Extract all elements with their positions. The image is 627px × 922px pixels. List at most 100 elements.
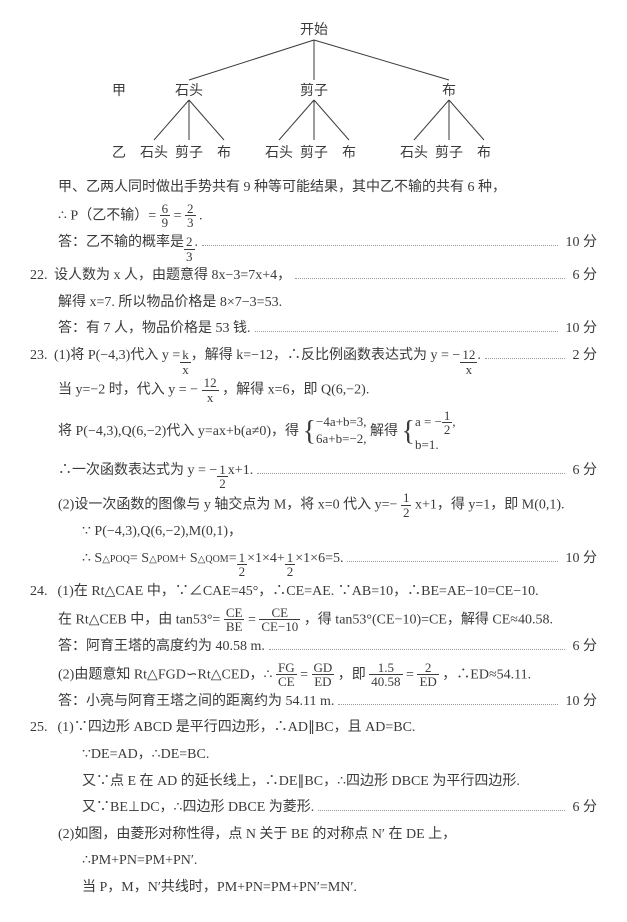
leaf-7: 剪子 [435,145,463,161]
dot-leader [318,798,564,812]
dot-leader [347,548,557,562]
text-line: 将 P(−4,3),Q(6,−2)代入 y=ax+b(a≠0)，得 {−4a+b… [30,405,597,458]
tree-l1-label: 甲 [112,84,126,99]
text-line: 当 P，M，N′共线时，PM+PN=PM+PN′=MN′. [30,875,597,902]
points: 6 分 [569,263,598,290]
scored-line: 22. 设人数为 x 人，由题意得 8x−3=7x+4， 6 分 [30,263,597,290]
leaf-8: 布 [477,145,491,161]
txt: ×1×4+ [247,546,285,573]
points: 10 分 [562,546,598,573]
question-number: 22. [30,263,54,290]
fraction: kx [180,348,191,376]
txt: x+1，得 y=1，即 M(0,1). [415,497,565,512]
text-line: 25. (1)∵四边形 ABCD 是平行四边形，∴AD∥BC，且 AD=BC. [30,715,597,742]
leaf-1: 剪子 [175,145,203,161]
fraction: 12 [401,491,412,519]
dot-leader [257,460,564,474]
text-line: 甲、乙两人同时做出手势共有 9 种等可能结果，其中乙不输的共有 6 种， [30,175,597,202]
txt: . [199,208,203,223]
fraction: 12x [202,376,219,404]
leaf-0: 石头 [140,145,168,161]
txt: = [229,546,237,573]
tree-diagram: 开始 甲 石头 剪子 布 乙 石头 剪子 布 石头 剪子 布 石头 剪子 布 [30,20,597,165]
tree-root: 开始 [300,22,328,38]
question-number: 25. [30,715,54,742]
text-line: ∵DE=AD，∴DE=BC. [30,742,597,769]
points: 10 分 [562,689,598,716]
dot-leader [295,266,564,280]
fraction: 1.540.58 [369,661,402,689]
leaf-3: 石头 [265,145,293,161]
dot-leader [338,691,557,705]
txt: (2)设一次函数的图像与 y 轴交点为 M，将 x=0 代入 y=− [58,497,401,512]
text-line: (2)由题意知 Rt△FGD∽Rt△CED，∴ FGCE = GDED ，即 1… [30,661,597,689]
text-line: 又∵点 E 在 AD 的延长线上，∴DE∥BC，∴四边形 DBCE 为平行四边形… [30,769,597,796]
fraction: 12 [285,551,296,579]
txt: ，∴ED≈54.11. [442,667,531,682]
scored-line: 答：有 7 人，物品价格是 53 钱. 10 分 [30,316,597,343]
txt: 将 P(−4,3),Q(6,−2)代入 y=ax+b(a≠0)，得 [58,423,303,438]
dot-leader [255,319,558,333]
dot-leader [202,232,558,246]
scored-line: ∴ S△POQ = S△POM + S△QOM = 12 ×1×4+ 12 ×1… [30,546,597,579]
points: 10 分 [562,316,598,343]
points: 6 分 [569,634,598,661]
scored-line: 答：乙不输的概率是 23 . 10 分 [30,230,597,263]
txt: 答：阿育王塔的高度约为 40.58 m. [58,634,265,661]
text-line: 当 y=−2 时，代入 y = − 12x ，解得 x=6，即 Q(6,−2). [30,376,597,404]
txt: 设人数为 x 人，由题意得 8x−3=7x+4， [54,263,291,290]
txt: ∴ P（乙不输）= [58,208,160,223]
text-line: ∴PM+PN=PM+PN′. [30,848,597,875]
text-line: (2)设一次函数的图像与 y 轴交点为 M，将 x=0 代入 y=− 12 x+… [30,491,597,519]
subscript: △QOM [198,550,229,569]
txt: 又∵BE⊥DC，∴四边形 DBCE 为菱形. [82,795,314,822]
text-line: 24. (1)在 Rt△CAE 中，∵∠CAE=45°，∴CE=AE. ∵AB=… [30,579,597,606]
text-line: 在 Rt△CEB 中，由 tan53°= CEBE = CECE−10 ，得 t… [30,606,597,634]
fraction: 12 [217,463,228,491]
fraction: 23 [185,202,196,230]
fraction: 23 [184,235,195,263]
txt: . [477,343,481,370]
fraction: GDED [312,661,335,689]
txt: ∴ S [82,546,102,573]
txt: ，得 tan53°(CE−10)=CE，解得 CE≈40.58. [304,612,553,627]
tree-l1-1: 剪子 [300,83,328,99]
dot-leader [485,345,565,359]
points: 10 分 [562,230,598,257]
txt: (1)在 Rt△CAE 中，∵∠CAE=45°，∴CE=AE. ∵AB=10，∴… [58,584,539,599]
points: 6 分 [569,795,598,822]
txt: 答：小亮与阿育王塔之间的距离约为 54.11 m. [58,689,334,716]
scored-line: 答：小亮与阿育王塔之间的距离约为 54.11 m. 10 分 [30,689,597,716]
question-number: 23. [30,343,54,370]
subscript: △POM [149,550,178,569]
text-line: ∵ P(−4,3),Q(6,−2),M(0,1)， [30,519,597,546]
scored-line: 23. (1)将 P(−4,3)代入 y = kx ，解得 k=−12，∴反比例… [30,343,597,376]
fraction: 12 [237,551,248,579]
subscript: △POQ [102,550,130,569]
equation-system: {−4a+b=3,6a+b=−2, [303,405,367,458]
txt: x+1. [228,458,253,485]
tree-l2-label: 乙 [112,145,126,161]
scored-line: 又∵BE⊥DC，∴四边形 DBCE 为菱形. 6 分 [30,795,597,822]
txt: (2)由题意知 Rt△FGD∽Rt△CED，∴ [58,667,276,682]
txt: (1)∵四边形 ABCD 是平行四边形，∴AD∥BC，且 AD=BC. [58,720,416,735]
txt: . [195,230,199,257]
tree-l1-2: 布 [442,83,456,99]
txt: = [406,667,417,682]
fraction: 2ED [417,661,438,689]
txt: (1)将 P(−4,3)代入 y = [54,343,180,370]
fraction: CECE−10 [259,606,300,634]
equation-system: { a = −12, b=1. [402,405,456,458]
txt: ，解得 x=6，即 Q(6,−2). [222,383,369,398]
dot-leader [269,636,565,650]
txt: 答：乙不输的概率是 [58,230,184,257]
txt: 解得 [370,423,402,438]
text-line: 解得 x=7. 所以物品价格是 8×7−3=53. [30,290,597,317]
txt: ×1×6=5. [295,546,343,573]
leaf-4: 剪子 [300,145,328,161]
txt: = [174,208,185,223]
scored-line: 答：阿育王塔的高度约为 40.58 m. 6 分 [30,634,597,661]
leaf-6: 石头 [400,145,428,161]
text-line: (2)如图，由菱形对称性得，点 N 关于 BE 的对称点 N′ 在 DE 上， [30,822,597,849]
text-line: ∴ P（乙不输）= 69 = 23 . [30,202,597,230]
